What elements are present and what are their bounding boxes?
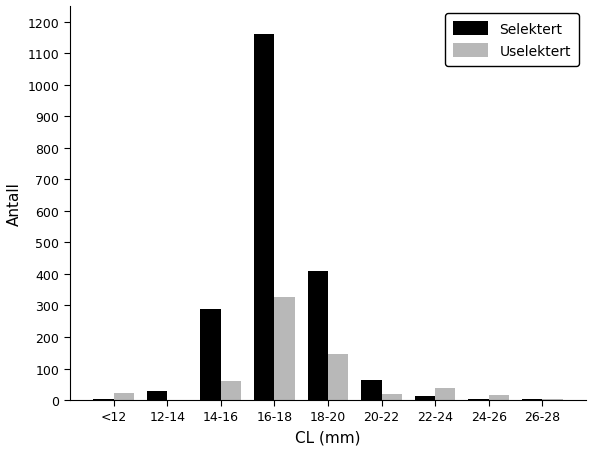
Bar bbox=[522, 399, 542, 400]
Y-axis label: Antall: Antall bbox=[7, 182, 22, 226]
Bar bbox=[328, 354, 348, 400]
Bar bbox=[415, 396, 435, 400]
Bar bbox=[254, 35, 275, 400]
Bar bbox=[381, 394, 402, 400]
Bar bbox=[147, 391, 167, 400]
Bar bbox=[468, 399, 489, 400]
Bar bbox=[542, 399, 563, 400]
Bar bbox=[114, 393, 134, 400]
X-axis label: CL (mm): CL (mm) bbox=[295, 429, 361, 444]
Bar bbox=[221, 381, 241, 400]
Bar bbox=[361, 380, 381, 400]
Bar bbox=[308, 271, 328, 400]
Bar bbox=[435, 388, 455, 400]
Legend: Selektert, Uselektert: Selektert, Uselektert bbox=[445, 14, 579, 67]
Bar bbox=[489, 396, 509, 400]
Bar bbox=[275, 297, 295, 400]
Bar bbox=[200, 309, 221, 400]
Bar bbox=[93, 399, 114, 400]
